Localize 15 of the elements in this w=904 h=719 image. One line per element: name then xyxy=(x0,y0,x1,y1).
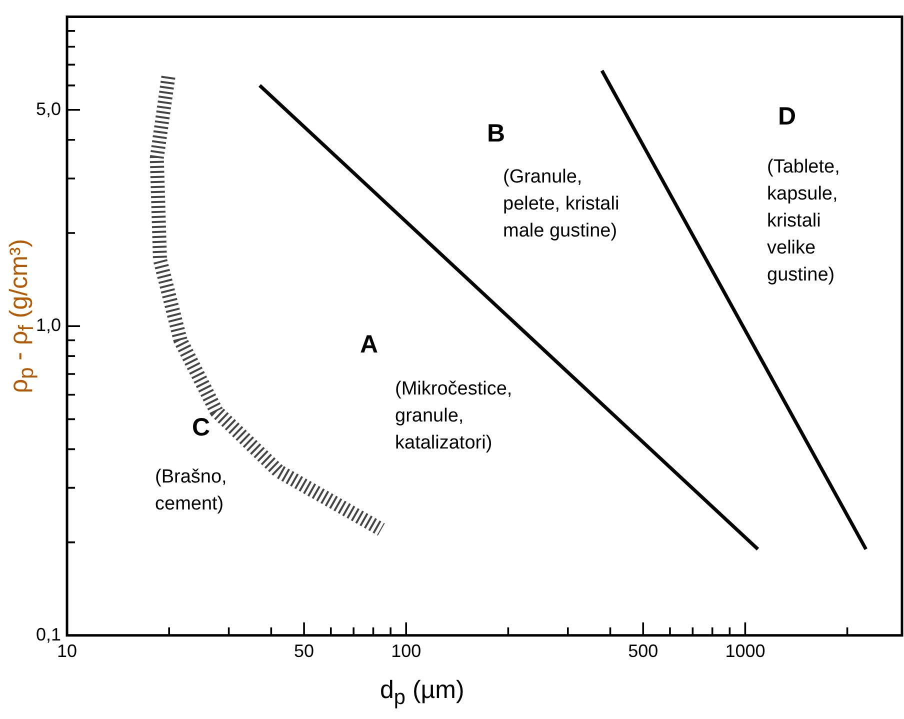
annotation: (Brašno, cement) xyxy=(155,466,227,515)
annotation: A xyxy=(360,330,378,358)
x-tick-label: 1000 xyxy=(725,641,766,662)
annotation: (Mikročestice, granule, katalizatori) xyxy=(395,378,512,454)
x-tick-label: 100 xyxy=(391,641,422,662)
annotation: D xyxy=(778,102,796,130)
x-tick-label: 500 xyxy=(628,641,658,662)
x-axis-title: d$_{p}$ (µm) xyxy=(380,676,464,710)
y-tick-label: 1,0 xyxy=(36,315,62,336)
y-tick-label: 5,0 xyxy=(36,98,62,119)
annotation: C xyxy=(192,413,210,442)
x-tick-label: 50 xyxy=(294,641,314,662)
annotation: B xyxy=(487,119,506,148)
annotation: (Tablete, kapsule, kristali velike gustine) xyxy=(767,156,840,286)
annotation: (Granule, pelete, kristali male gustine) xyxy=(503,166,620,242)
